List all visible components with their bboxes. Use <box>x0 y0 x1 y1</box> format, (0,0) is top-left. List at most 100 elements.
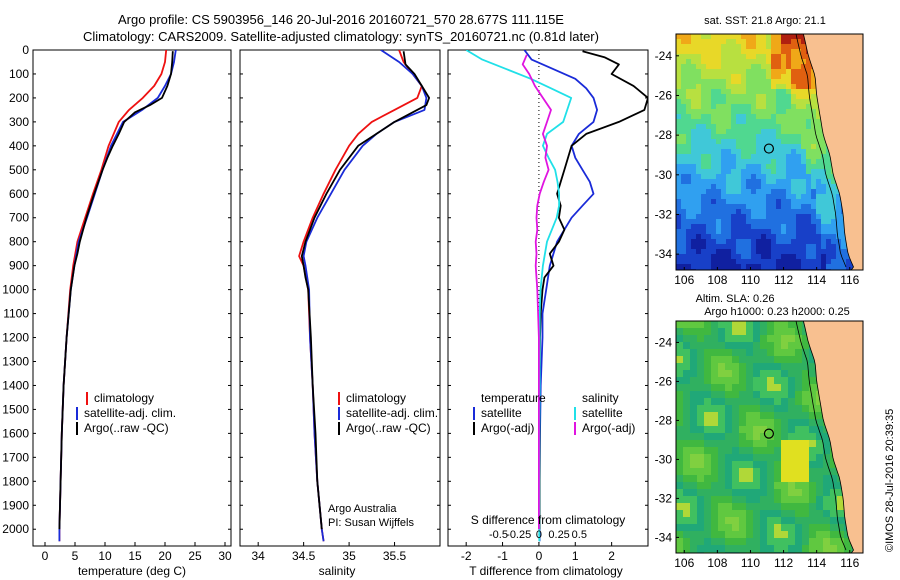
sst-cell <box>756 69 762 75</box>
sla-cell <box>739 461 747 469</box>
sst-cell <box>776 214 782 220</box>
sst-cell <box>706 154 712 160</box>
sst-cell <box>701 129 707 135</box>
sst-cell <box>751 169 757 175</box>
sla-cell <box>781 321 789 329</box>
sla-cell <box>760 384 768 392</box>
sla-cell <box>788 356 796 364</box>
sst-cell <box>706 164 712 170</box>
sst-cell <box>786 39 792 45</box>
sla-cell <box>795 503 803 511</box>
sst-cell <box>711 244 717 250</box>
sla-cell <box>732 517 740 525</box>
sst-cell <box>686 244 692 250</box>
sla-cell <box>760 510 768 518</box>
sst-cell <box>711 259 717 265</box>
sla-cell <box>753 510 761 518</box>
sst-cell <box>696 174 702 180</box>
sst-cell <box>681 214 687 220</box>
map-x-tick-label: 116 <box>840 556 859 570</box>
sst-cell <box>736 264 742 270</box>
sst-cell <box>696 89 702 95</box>
sst-cell <box>766 124 772 130</box>
sst-cell <box>716 49 722 55</box>
sst-cell <box>716 99 722 105</box>
sst-cell <box>776 174 782 180</box>
sst-cell <box>746 44 752 50</box>
sla-cell <box>760 370 768 378</box>
sst-cell <box>676 49 682 55</box>
sst-cell <box>736 214 742 220</box>
x-tick-label: 0 <box>42 549 49 563</box>
sla-cell <box>788 524 796 532</box>
sst-cell <box>796 259 802 265</box>
sst-cell <box>676 139 682 145</box>
sla-cell <box>683 405 691 413</box>
sst-cell <box>781 169 787 175</box>
sla-cell <box>788 377 796 385</box>
sla-cell <box>732 433 740 441</box>
sst-cell <box>691 124 697 130</box>
sst-cell <box>776 229 782 235</box>
sla-cell <box>732 342 740 350</box>
sla-cell <box>823 545 831 553</box>
sst-cell <box>731 209 737 215</box>
sst-cell <box>776 189 782 195</box>
sla-cell <box>753 482 761 490</box>
sla-cell <box>753 398 761 406</box>
sst-cell <box>776 74 782 80</box>
sla-cell <box>697 335 705 343</box>
sla-cell <box>760 349 768 357</box>
sst-cell <box>786 219 792 225</box>
sst-cell <box>741 69 747 75</box>
sst-cell <box>731 144 737 150</box>
sla-cell <box>767 349 775 357</box>
sla-cell <box>697 412 705 420</box>
sst-cell <box>746 234 752 240</box>
sst-cell <box>791 84 797 90</box>
sla-cell <box>690 447 698 455</box>
sla-cell <box>697 349 705 357</box>
sla-cell <box>697 510 705 518</box>
sst-cell <box>801 139 807 145</box>
sst-cell <box>676 54 682 60</box>
sla-cell <box>746 447 754 455</box>
sst-cell <box>756 244 762 250</box>
sla-cell <box>837 510 845 518</box>
sst-cell <box>676 189 682 195</box>
sla-cell <box>711 384 719 392</box>
sst-cell <box>736 109 742 115</box>
sst-cell <box>721 229 727 235</box>
sst-cell <box>821 244 827 250</box>
sst-cell <box>681 199 687 205</box>
sla-cell <box>725 321 733 329</box>
sst-cell <box>816 249 822 255</box>
sst-cell <box>776 144 782 150</box>
sst-cell <box>796 209 802 215</box>
sst-cell <box>831 244 837 250</box>
sst-cell <box>806 264 812 270</box>
sla-cell <box>718 538 726 546</box>
sst-cell <box>691 164 697 170</box>
sla-cell <box>788 517 796 525</box>
sst-cell <box>761 94 767 100</box>
sla-cell <box>676 447 684 455</box>
sst-cell <box>721 169 727 175</box>
sst-cell <box>761 34 767 40</box>
sla-cell <box>746 510 754 518</box>
sst-cell <box>721 139 727 145</box>
sst-cell <box>771 199 777 205</box>
sla-cell <box>774 461 782 469</box>
sst-cell <box>761 174 767 180</box>
depth-tick-label: 1500 <box>2 402 29 416</box>
sst-cell <box>811 169 817 175</box>
sst-cell <box>806 244 812 250</box>
sla-cell <box>795 489 803 497</box>
sst-cell <box>766 154 772 160</box>
sst-cell <box>681 259 687 265</box>
sla-cell <box>774 349 782 357</box>
sst-cell <box>786 114 792 120</box>
sla-cell <box>746 454 754 462</box>
sst-cell <box>676 99 682 105</box>
sla-map-title: Altim. SLA: 0.26 <box>696 293 775 305</box>
